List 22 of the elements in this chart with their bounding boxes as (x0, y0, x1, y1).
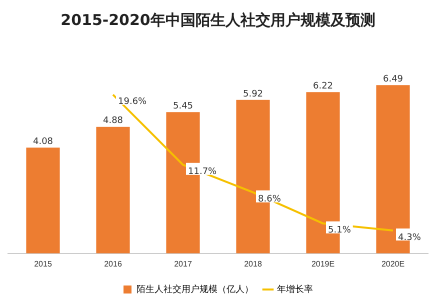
data-label: 4.3% (398, 232, 422, 243)
x-tick-label: 2015 (34, 259, 52, 268)
x-tick-label: 2019E (311, 259, 335, 268)
data-label: 8.6% (258, 194, 282, 205)
data-label: 6.49 (382, 74, 404, 84)
data-label: 19.6% (118, 97, 148, 108)
data-label: 11.7% (188, 167, 218, 178)
x-tick-label: 2020E (381, 259, 405, 268)
data-label: 5.45 (172, 101, 194, 112)
data-label: 6.22 (312, 81, 334, 92)
data-label: 4.88 (102, 116, 124, 126)
legend-label: 年增长率 (277, 284, 313, 294)
chart-title: 2015-2020年中国陌生人社交用户规模及预测 (60, 10, 376, 29)
x-tick-label: 2016 (104, 259, 122, 268)
data-label: 5.92 (242, 89, 264, 100)
bar (26, 148, 60, 254)
data-label: 4.08 (32, 136, 54, 147)
bar (96, 126, 130, 254)
legend-label: 陌生人社交用户规模（亿人） (136, 284, 254, 294)
x-tick-label: 2017 (174, 259, 192, 268)
data-label: 5.1% (328, 226, 352, 236)
x-tick-label: 2018 (244, 259, 262, 268)
